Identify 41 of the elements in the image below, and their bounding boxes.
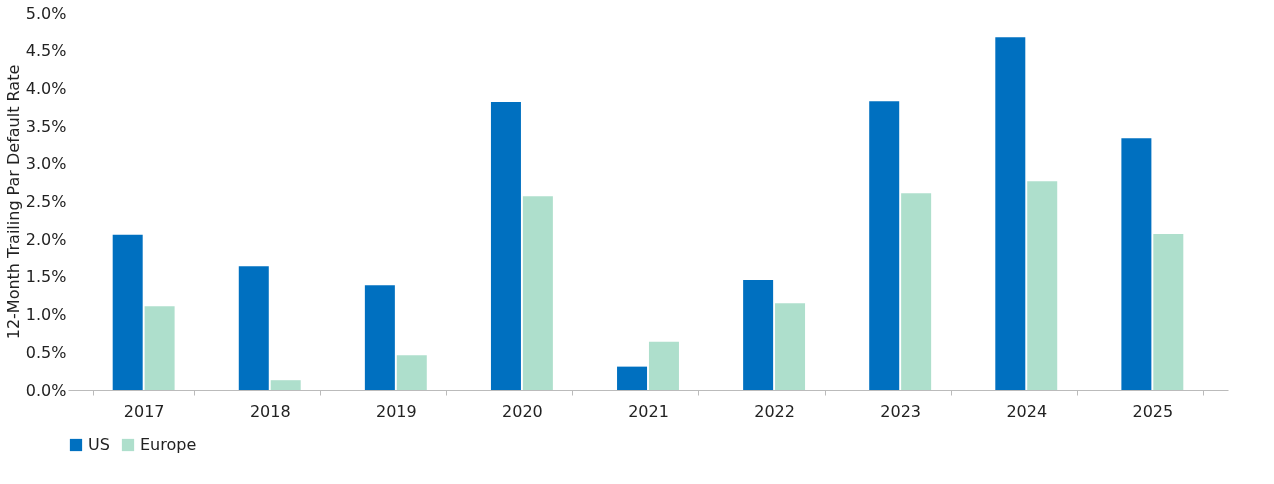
y-tick-label: 2.0%: [25, 229, 67, 249]
y-tick-label: 4.5%: [25, 41, 67, 61]
y-tick-label: 0.5%: [25, 342, 67, 362]
bar: [995, 37, 1026, 390]
y-tick-label: 2.5%: [25, 192, 67, 211]
bar: [1153, 233, 1184, 390]
x-tick-label: 2020: [502, 401, 543, 421]
y-tick-label: 0.0%: [25, 380, 67, 400]
bar: [648, 341, 679, 390]
x-tick-label: 2023: [880, 401, 922, 421]
bar: [522, 196, 553, 390]
bar: [1027, 181, 1058, 390]
x-tick-label: 2018: [249, 401, 291, 421]
bar: [1121, 138, 1152, 390]
bar: [238, 266, 269, 390]
y-tick-label: 1.5%: [25, 267, 67, 287]
legend-label: Europe: [140, 435, 197, 454]
bar: [490, 101, 521, 390]
y-tick-label: 3.5%: [25, 116, 67, 136]
bar: [270, 380, 301, 390]
bar: [396, 355, 427, 390]
x-tick-label: 2025: [1132, 401, 1174, 421]
bar: [743, 279, 774, 390]
bar: [364, 285, 395, 390]
y-tick-label: 5.0%: [25, 3, 67, 23]
bar: [112, 234, 143, 390]
x-tick-label: 2019: [375, 401, 417, 421]
bar: [775, 303, 806, 390]
x-tick-label: 2024: [1006, 401, 1048, 421]
y-tick-label: 3.0%: [25, 154, 67, 174]
x-tick-label: 2021: [628, 401, 669, 421]
bar: [869, 101, 900, 390]
x-tick-label: 2022: [754, 401, 795, 421]
y-tick-label: 1.0%: [25, 305, 67, 325]
y-axis-title: 12-Month Trailing Par Default Rate: [3, 64, 23, 340]
bar: [144, 306, 175, 390]
legend-label: US: [88, 435, 110, 454]
bar: [617, 366, 648, 390]
y-tick-label: 4.0%: [25, 78, 67, 98]
x-tick-label: 2017: [123, 401, 165, 421]
bar: [901, 193, 932, 390]
